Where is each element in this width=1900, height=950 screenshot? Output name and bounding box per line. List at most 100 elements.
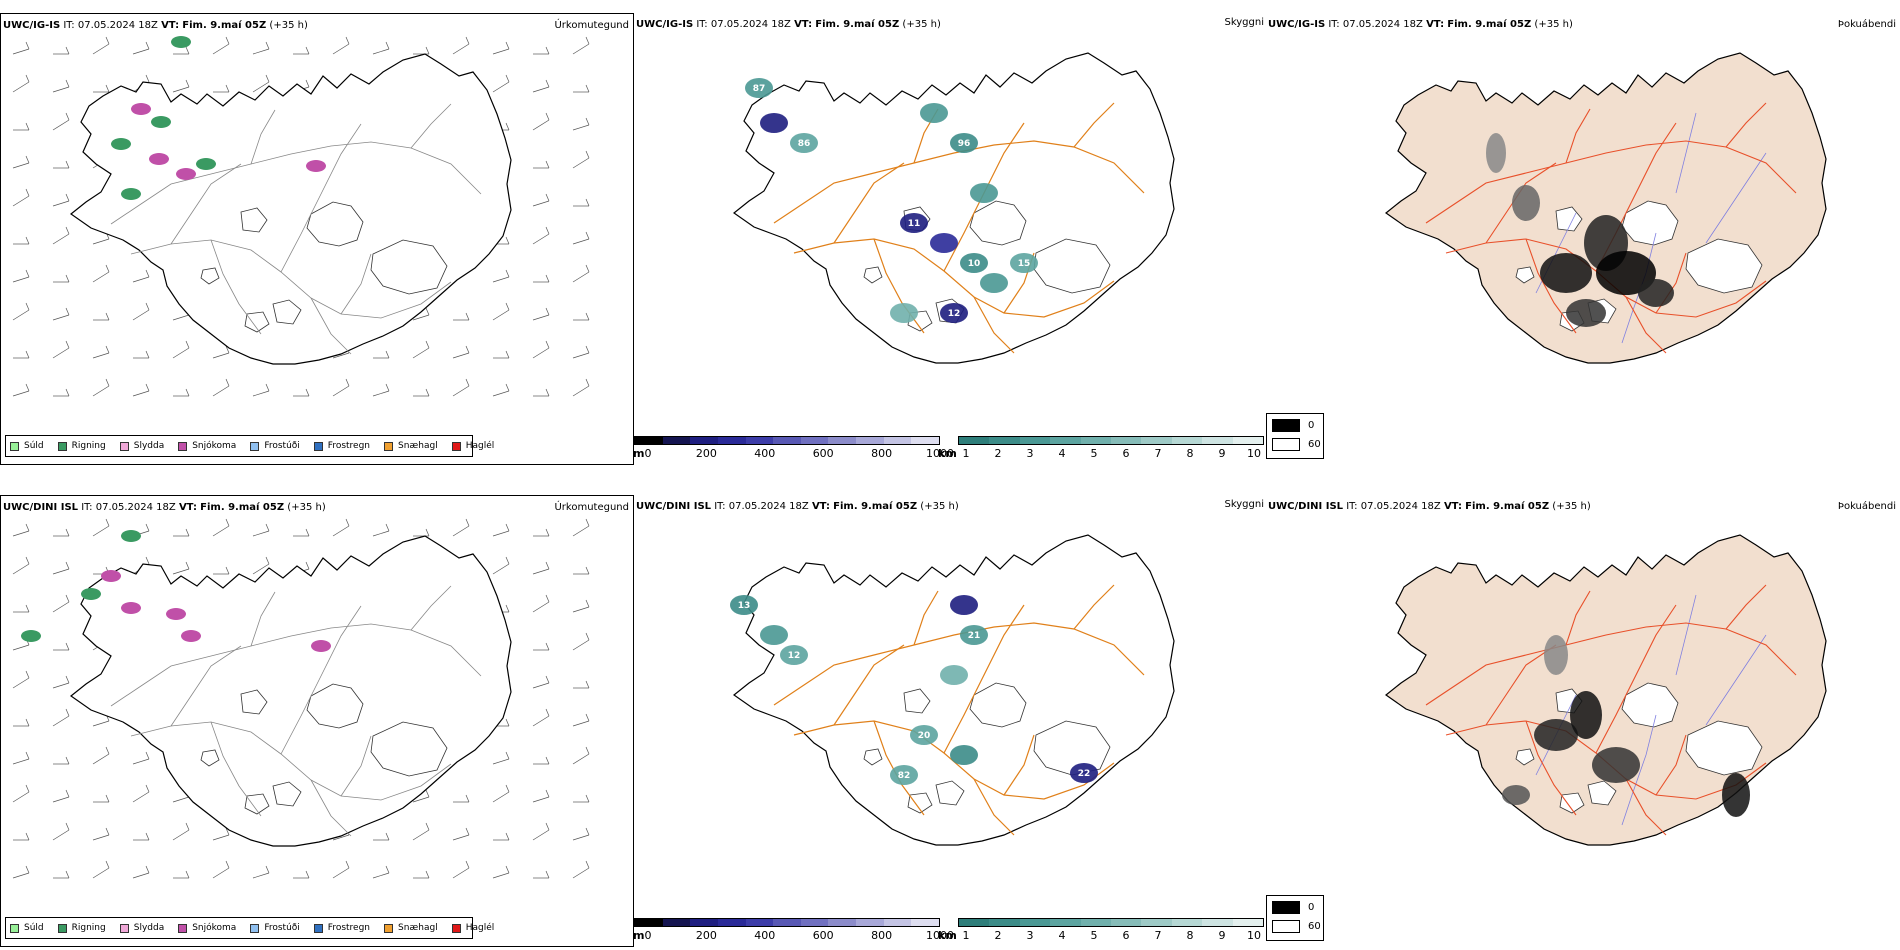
wind-barb-flag xyxy=(585,713,590,722)
legend-label: Rigning xyxy=(71,923,106,933)
wind-barb xyxy=(572,43,590,55)
precip-type-legend: Súld Rigning Slydda Snjókoma Frostúði Frostre… xyxy=(5,917,494,939)
wind-barb-flag xyxy=(585,827,590,836)
wind-barb-flag xyxy=(25,350,30,359)
road-line xyxy=(1655,734,1687,796)
glacier-outline xyxy=(935,780,965,806)
wind-barb xyxy=(332,43,350,55)
wind-barb xyxy=(172,796,190,803)
colorbar-tick-label: 200 xyxy=(695,447,717,460)
fog-legend-item: 0 xyxy=(1272,419,1314,432)
ceiling-value-label: 86 xyxy=(798,139,811,149)
wind-barb-flag xyxy=(345,36,350,45)
wind-barb-flag xyxy=(145,523,150,532)
iceland-landmass xyxy=(1384,52,1827,364)
wind-barb xyxy=(132,309,150,321)
fog-legend-label: 60 xyxy=(1308,439,1321,450)
precip-panel-top: UWC/IG-IS IT: 07.05.2024 18Z VT: Fim. 9.… xyxy=(0,13,634,465)
wind-barb-flag xyxy=(345,860,350,869)
wind-barb-flag xyxy=(545,594,550,603)
legend-swatch xyxy=(313,923,323,933)
wind-barb xyxy=(252,48,270,55)
legend-item: Slydda xyxy=(119,923,164,933)
wind-barb xyxy=(212,385,230,397)
legend-item: Snjókoma xyxy=(178,923,236,933)
colorbar-tick-label: 5 xyxy=(1090,447,1098,460)
colorbar-segment xyxy=(662,919,691,926)
glacier-outline xyxy=(1685,720,1763,776)
wind-barb-flag xyxy=(585,860,590,869)
visibility-unit: km xyxy=(938,447,957,460)
wind-barb xyxy=(172,829,190,841)
wind-barb xyxy=(492,872,510,879)
wind-barb-flag xyxy=(545,226,550,235)
colorbar-segment xyxy=(883,919,912,926)
wind-barb xyxy=(452,834,470,841)
colorbar-segment xyxy=(911,919,940,926)
colorbar-tick-label: 2 xyxy=(994,929,1002,942)
ceiling-area xyxy=(960,625,988,645)
road-line xyxy=(340,253,372,315)
glacier-outline xyxy=(1515,748,1535,766)
road-line xyxy=(1625,296,1667,354)
wind-barb xyxy=(92,720,110,727)
wind-barb-flag xyxy=(545,561,550,570)
colorbar-segment xyxy=(828,437,857,444)
wind-barb-flag xyxy=(585,345,590,354)
wind-barb-flag xyxy=(65,388,70,397)
precip-area xyxy=(171,36,191,48)
wind-barb xyxy=(572,352,590,359)
legend-label: Frostregn xyxy=(327,923,371,933)
wind-barb-flag xyxy=(65,274,70,283)
wind-barb-flag xyxy=(425,388,430,397)
fog-legend-label: 0 xyxy=(1308,420,1315,431)
panel-header: UWC/IG-IS IT: 07.05.2024 18Z VT: Fim. 9.… xyxy=(1268,19,1573,30)
road-line xyxy=(170,645,242,727)
wind-barb-flag xyxy=(25,556,30,565)
wind-barb-flag xyxy=(25,784,30,793)
precip-area xyxy=(121,188,141,200)
wind-barb-flag xyxy=(545,756,550,765)
wind-barb-flag xyxy=(105,36,110,45)
wind-barb xyxy=(12,48,30,55)
panel-header: UWC/DINI ISL IT: 07.05.2024 18Z VT: Fim.… xyxy=(636,501,959,512)
wind-barb xyxy=(572,157,590,169)
fog-area xyxy=(1596,251,1656,295)
wind-barb xyxy=(492,791,510,803)
river-line xyxy=(1705,152,1767,244)
panel-title: Skyggni xyxy=(1224,17,1264,28)
wind-barb-flag xyxy=(305,561,310,570)
wind-barb-flag xyxy=(65,789,70,798)
colorbar-segment xyxy=(1202,437,1233,444)
wind-barb-flag xyxy=(225,518,230,527)
wind-barb-flag xyxy=(545,708,550,717)
road-line xyxy=(250,109,276,165)
road-line xyxy=(793,720,1115,800)
wind-barb-flag xyxy=(185,870,190,879)
colorbar-tick-label: 9 xyxy=(1218,447,1226,460)
road-line xyxy=(280,123,362,273)
ceiling-area xyxy=(920,103,948,123)
road-line xyxy=(1565,108,1591,164)
ceiling-area xyxy=(940,303,968,323)
wind-barb-flag xyxy=(585,150,590,159)
wind-barb xyxy=(532,568,550,575)
precip-area xyxy=(111,138,131,150)
colorbar-segment xyxy=(883,437,912,444)
wind-barb xyxy=(12,791,30,803)
legend-item: Frostregn xyxy=(313,441,370,451)
fog-legend-top: 0 60 xyxy=(1266,413,1324,459)
wind-barb-flag xyxy=(465,827,470,836)
wind-barb-flag xyxy=(545,340,550,349)
ceiling-panel-bottom: UWC/DINI ISL IT: 07.05.2024 18Z VT: Fim.… xyxy=(634,495,1266,947)
colorbar-tick-label: 8 xyxy=(1186,929,1194,942)
ceiling-value-label: 12 xyxy=(948,309,961,319)
legend-swatch xyxy=(10,923,19,933)
road-line xyxy=(210,721,262,817)
wind-barb-flag xyxy=(65,594,70,603)
wind-barb-flag xyxy=(225,36,230,45)
ceiling-area xyxy=(730,595,758,615)
wind-barb-flag xyxy=(465,860,470,869)
wind-barb xyxy=(572,753,590,765)
wind-barb-flag xyxy=(585,680,590,689)
